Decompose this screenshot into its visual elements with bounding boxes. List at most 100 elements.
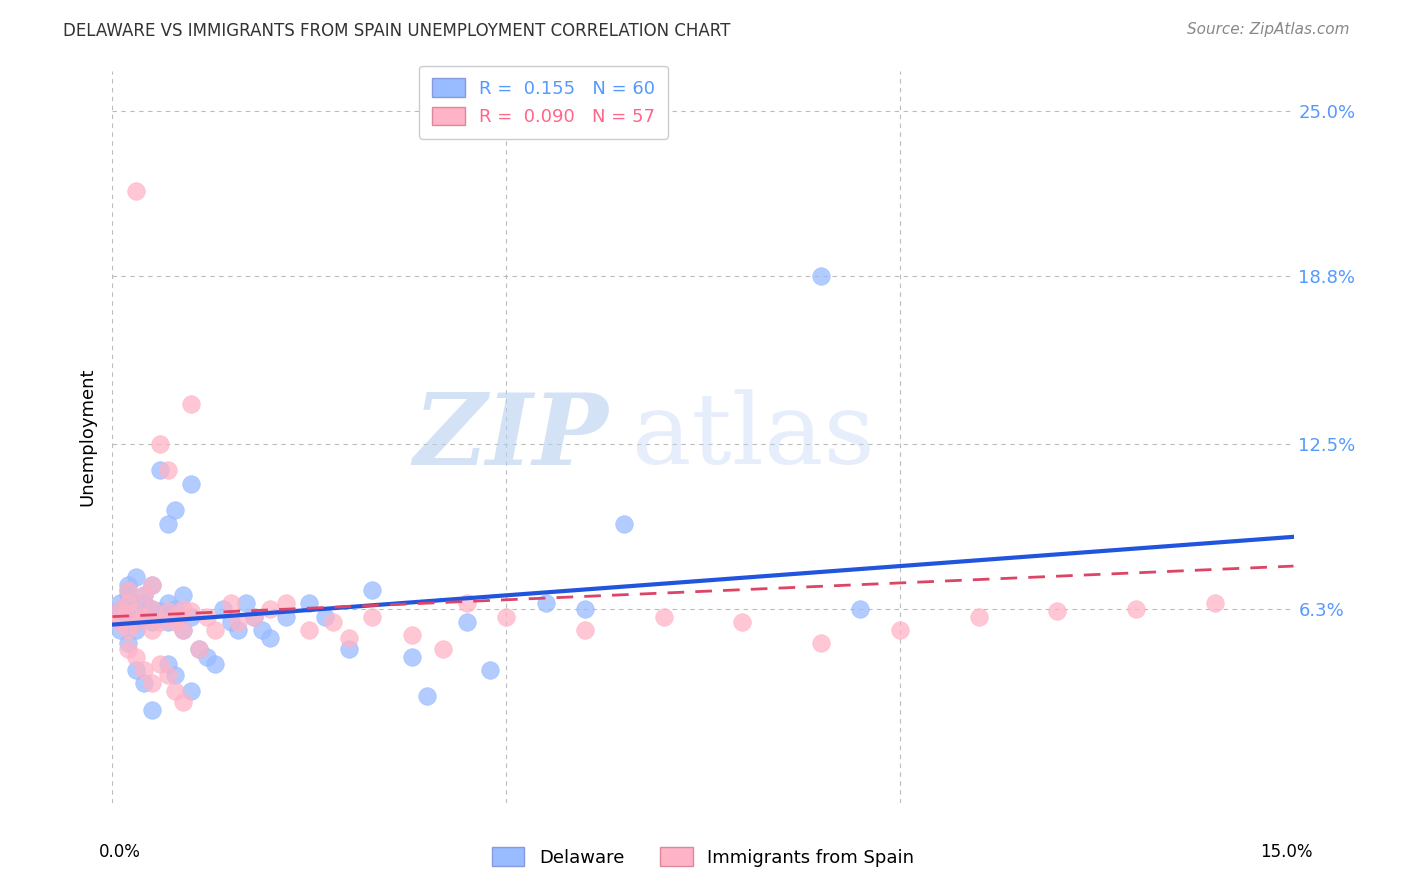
Point <box>110 601 132 615</box>
Point <box>141 601 163 615</box>
Point <box>110 615 132 629</box>
Point <box>132 676 155 690</box>
Point <box>125 604 148 618</box>
Point <box>132 588 155 602</box>
Point <box>117 582 139 597</box>
Text: atlas: atlas <box>633 389 875 485</box>
Point <box>652 609 675 624</box>
Point <box>337 641 360 656</box>
Point <box>456 615 478 629</box>
Point <box>110 601 132 615</box>
Point <box>141 615 163 629</box>
Point <box>479 663 502 677</box>
Point <box>298 596 321 610</box>
Point <box>117 609 139 624</box>
Point <box>322 615 344 629</box>
Point <box>165 503 187 517</box>
Point <box>125 601 148 615</box>
Point <box>432 641 454 656</box>
Text: 0.0%: 0.0% <box>98 843 141 861</box>
Point <box>132 596 155 610</box>
Point <box>165 615 187 629</box>
Text: Source: ZipAtlas.com: Source: ZipAtlas.com <box>1187 22 1350 37</box>
Point <box>141 703 163 717</box>
Point <box>228 623 250 637</box>
Point <box>204 657 226 672</box>
Point <box>165 668 187 682</box>
Point <box>141 601 163 615</box>
Point <box>613 516 636 531</box>
Point <box>456 596 478 610</box>
Point <box>141 577 163 591</box>
Point <box>117 577 139 591</box>
Point <box>731 615 754 629</box>
Point <box>125 570 148 584</box>
Point <box>156 596 179 610</box>
Point <box>243 609 266 624</box>
Point <box>172 601 194 615</box>
Point <box>165 609 187 624</box>
Point <box>243 609 266 624</box>
Point <box>416 690 439 704</box>
Point <box>117 641 139 656</box>
Point <box>172 695 194 709</box>
Legend: Delaware, Immigrants from Spain: Delaware, Immigrants from Spain <box>485 840 921 874</box>
Point <box>117 623 139 637</box>
Point <box>156 604 179 618</box>
Point <box>125 615 148 629</box>
Point <box>188 641 211 656</box>
Point <box>180 397 202 411</box>
Point <box>125 615 148 629</box>
Point <box>1125 601 1147 615</box>
Point <box>274 609 297 624</box>
Point <box>141 577 163 591</box>
Point <box>156 516 179 531</box>
Point <box>110 609 132 624</box>
Point <box>235 596 257 610</box>
Text: DELAWARE VS IMMIGRANTS FROM SPAIN UNEMPLOYMENT CORRELATION CHART: DELAWARE VS IMMIGRANTS FROM SPAIN UNEMPL… <box>63 22 731 40</box>
Point <box>211 601 233 615</box>
Point <box>195 609 218 624</box>
Point <box>219 596 242 610</box>
Point <box>219 615 242 629</box>
Point <box>195 649 218 664</box>
Point <box>141 623 163 637</box>
Point <box>259 631 281 645</box>
Point <box>889 623 911 637</box>
Point <box>149 436 172 450</box>
Point <box>110 596 132 610</box>
Point <box>810 269 832 284</box>
Point <box>110 623 132 637</box>
Text: ZIP: ZIP <box>413 389 609 485</box>
Point <box>810 636 832 650</box>
Point <box>314 609 336 624</box>
Point <box>274 596 297 610</box>
Point <box>1046 604 1069 618</box>
Point <box>534 596 557 610</box>
Point <box>180 609 202 624</box>
Point <box>165 601 187 615</box>
Point <box>180 684 202 698</box>
Point <box>132 663 155 677</box>
Point <box>149 604 172 618</box>
Point <box>361 582 384 597</box>
Point <box>250 623 273 637</box>
Point <box>156 463 179 477</box>
Point <box>967 609 990 624</box>
Point <box>141 676 163 690</box>
Point <box>132 588 155 602</box>
Point <box>117 636 139 650</box>
Point <box>361 609 384 624</box>
Point <box>156 657 179 672</box>
Point <box>132 609 155 624</box>
Point <box>117 582 139 597</box>
Point <box>401 649 423 664</box>
Point <box>495 609 517 624</box>
Point <box>125 184 148 198</box>
Point <box>574 601 596 615</box>
Point <box>117 596 139 610</box>
Point <box>401 628 423 642</box>
Point <box>110 604 132 618</box>
Point <box>117 588 139 602</box>
Point <box>156 668 179 682</box>
